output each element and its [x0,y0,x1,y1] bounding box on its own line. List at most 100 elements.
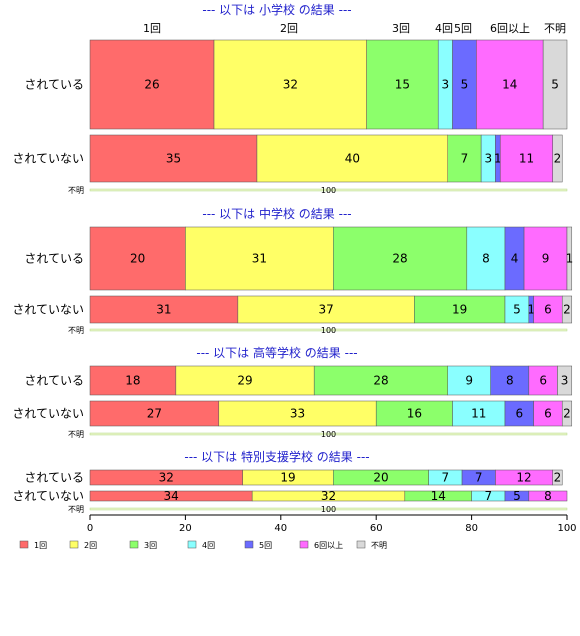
bar-segment-1-1-1 [89,39,215,130]
bar-segment-1-2-1 [89,134,258,183]
row-label-3-1: されている [24,374,84,388]
bar-segment-2-1-1 [89,226,186,291]
legend-label-4: 4回 [202,541,215,550]
bar-segment-3-1-4 [447,365,491,396]
x-tick-label-3: 60 [370,523,383,534]
bar-segment-2-2-6 [533,295,563,324]
x-tick-label-4: 80 [465,523,478,534]
data-label-2-1-1: 20 [130,252,145,266]
category-header-6: 6回以上 [490,22,530,35]
data-label-4-2-1: 34 [163,489,178,503]
legend-label-1: 1回 [34,541,47,550]
row-label-1-1: されている [24,78,84,92]
data-label-3-2-3: 16 [407,407,422,421]
legend-swatch-6 [299,540,309,549]
data-label-1-1-1: 26 [144,78,159,92]
row-label-1-2: されていない [12,152,84,166]
bar-segment-3-2-5 [504,400,534,427]
x-tick-label-0: 0 [87,523,93,534]
data-label-3-1-3: 28 [373,374,388,388]
row-label-2-2: されていない [12,303,84,317]
data-label-3-2-5: 6 [515,407,523,421]
bar-segment-2-1-3 [333,226,468,291]
unknown-bar-4 [89,507,568,511]
bar-segment-2-2-3 [414,295,506,324]
data-label-4-1-1: 32 [159,471,174,485]
data-label-1-1-4: 3 [442,78,450,92]
data-label-3-2-4: 11 [471,407,486,421]
data-label-4-2-2: 32 [321,489,336,503]
bar-segment-3-1-7 [557,365,573,396]
data-label-2-2-7: 2 [563,303,571,317]
bar-segment-3-2-7 [561,400,573,427]
legend-swatch-2 [69,540,79,549]
bar-segment-2-2-7 [561,295,573,324]
data-label-1-2-7: 2 [554,152,562,166]
unknown-bar-2 [89,328,568,332]
x-tick-label-2: 40 [274,523,287,534]
data-label-3-2-2: 33 [290,407,305,421]
data-label-3-2-1: 27 [147,407,162,421]
data-label-2-2-3: 19 [452,303,467,317]
bar-segment-3-2-1 [89,400,220,427]
bar-segment-2-1-7 [566,226,573,291]
bar-segment-2-1-2 [185,226,334,291]
data-label-2-2-2: 37 [318,303,333,317]
bar-segment-2-1-4 [466,226,506,291]
bar-segment-1-1-2 [213,39,367,130]
data-label-3-1-6: 6 [539,374,547,388]
x-tick-label-1: 20 [179,523,192,534]
group-title-2: --- 以下は 中学校 の結果 --- [202,206,351,221]
data-label-2-2-6: 6 [544,303,552,317]
legend-label-5: 5回 [259,541,272,550]
bar-segment-1-2-6 [499,134,553,183]
data-label-1-2-1: 35 [166,152,181,166]
group-title-1: --- 以下は 小学校 の結果 --- [202,2,351,17]
unknown-value-1: 100 [321,186,336,195]
legend-label-3: 3回 [144,541,157,550]
unknown-bar-3 [89,432,568,436]
legend-swatch-1 [19,540,29,549]
category-header-7: 不明 [544,22,566,35]
data-label-2-1-7: 1 [566,252,574,266]
data-label-4-1-4: 7 [442,471,450,485]
data-label-3-2-7: 2 [563,407,571,421]
row-label-2-1: されている [24,252,84,266]
data-label-4-2-4: 7 [484,489,492,503]
data-label-3-1-1: 18 [125,374,140,388]
data-label-1-2-6: 11 [519,152,534,166]
legend-swatch-4 [187,540,197,549]
data-label-2-2-4: 5 [513,303,521,317]
bar-segment-2-2-1 [89,295,239,324]
unknown-label-1: 不明 [68,186,84,195]
legend-label-2: 2回 [84,541,97,550]
bar-segment-1-2-7 [552,134,563,183]
data-label-4-2-5: 5 [513,489,521,503]
category-header-2: 2回 [280,22,298,35]
data-label-2-1-6: 9 [542,252,550,266]
data-label-2-1-4: 8 [482,252,490,266]
bar-segment-4-1-7 [552,469,563,486]
bar-segment-1-1-6 [476,39,544,130]
bar-segment-3-1-1 [89,365,177,396]
category-header-3: 3回 [392,22,410,35]
bar-segment-1-1-3 [366,39,439,130]
unknown-label-2: 不明 [68,326,84,335]
data-label-1-1-3: 15 [395,78,410,92]
data-label-2-2-5: 1 [527,303,535,317]
bar-segment-1-2-2 [256,134,449,183]
data-label-2-1-3: 28 [392,252,407,266]
legend-label-6: 6回以上 [314,541,343,550]
bar-segment-3-2-3 [375,400,453,427]
data-label-2-2-1: 31 [156,303,171,317]
data-label-1-2-2: 40 [345,152,360,166]
data-label-4-1-6: 12 [516,471,531,485]
bar-segment-3-1-5 [490,365,530,396]
data-label-3-1-7: 3 [561,374,569,388]
unknown-label-3: 不明 [68,430,84,439]
group-title-4: --- 以下は 特別支援学校 の結果 --- [184,449,369,464]
x-tick-label-5: 100 [557,523,576,534]
legend-swatch-3 [129,540,139,549]
data-label-1-1-6: 14 [502,78,517,92]
bar-segment-4-2-6 [528,490,568,502]
